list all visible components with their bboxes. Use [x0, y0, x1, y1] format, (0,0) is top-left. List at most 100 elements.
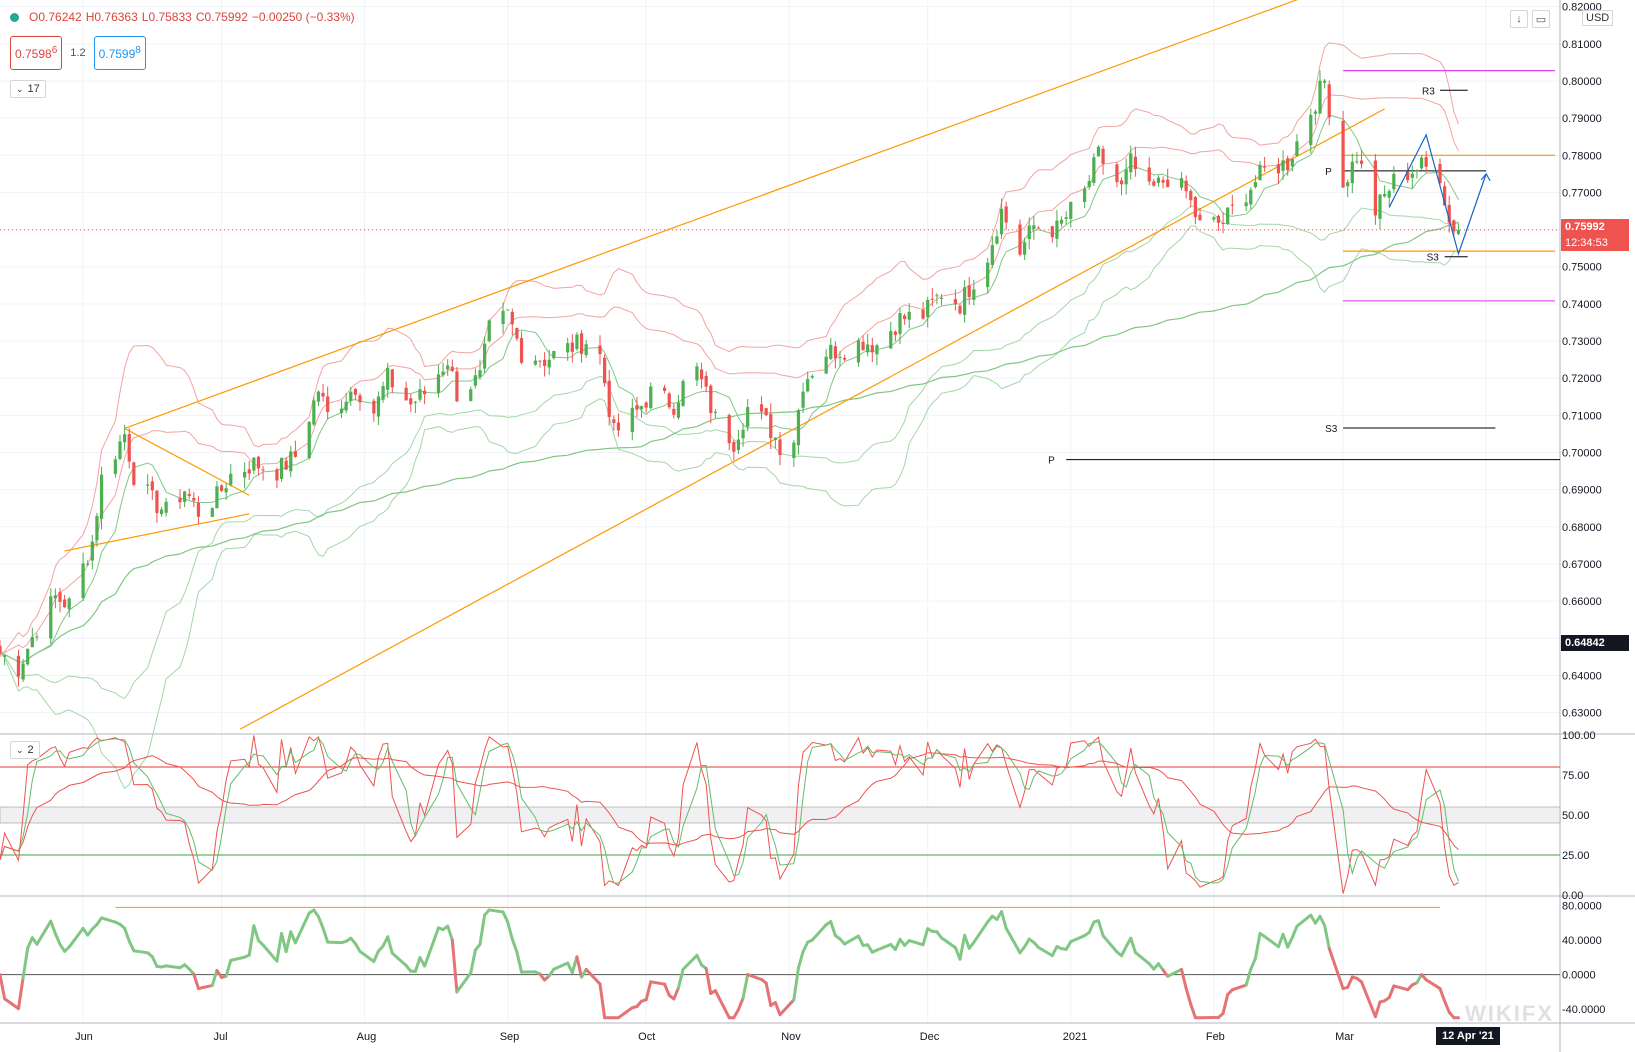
osc-segment	[1263, 934, 1280, 949]
candle-up	[3, 655, 7, 657]
candle-up	[21, 663, 25, 680]
candle-down	[275, 469, 279, 481]
price-axis-label: 0.75000	[1562, 262, 1602, 274]
osc-segment	[196, 983, 214, 991]
osc-segment	[1387, 984, 1396, 999]
price-axis-label: 0.70000	[1562, 448, 1602, 460]
candle-up	[146, 484, 150, 486]
candle-down	[603, 357, 607, 384]
candle-down	[404, 387, 408, 401]
candle-down	[326, 396, 330, 412]
osc-segment	[1129, 936, 1137, 954]
osc-segment	[1392, 984, 1410, 992]
candle-up	[1350, 161, 1354, 184]
osc-segment	[746, 973, 764, 981]
candle-down	[1221, 222, 1225, 224]
osc-segment	[1087, 920, 1096, 934]
candle-down	[1286, 158, 1290, 171]
osc-segment	[764, 981, 773, 1008]
candle-up	[1387, 191, 1391, 198]
osc-segment	[515, 950, 524, 974]
osc-segment	[843, 934, 860, 946]
osc-segment	[1281, 932, 1290, 949]
move-down-icon[interactable]: ↓	[1510, 10, 1528, 28]
candle-up	[478, 370, 482, 378]
candle-down	[861, 341, 865, 351]
candle-down	[178, 498, 182, 503]
crosshair-price-label: 0.64842	[1561, 635, 1629, 651]
candle-down	[1115, 164, 1119, 183]
candle-up	[741, 429, 745, 439]
candle-up	[986, 262, 990, 288]
candle-down	[1036, 227, 1041, 229]
osc-segment	[372, 949, 380, 963]
osc-segment	[224, 958, 233, 978]
candle-up	[1323, 80, 1327, 83]
currency-label[interactable]: USD	[1582, 10, 1614, 26]
candle-up	[1253, 182, 1257, 187]
osc-segment	[1036, 945, 1054, 958]
ohlc-high: H0.76363	[85, 10, 138, 24]
osc-segment	[672, 986, 680, 1001]
osc-segment	[856, 934, 865, 947]
indicators-toggle[interactable]: ⌄ 17	[10, 80, 46, 98]
osc-axis-label: -40.0000	[1562, 1004, 1605, 1016]
stoch-axis-label: 100.00	[1562, 730, 1596, 742]
osc-axis-label: 0.0000	[1562, 970, 1596, 982]
candle-down	[967, 285, 971, 298]
candle-down	[644, 402, 648, 408]
stoch-pane-toggle[interactable]: ⌄ 2	[10, 741, 40, 759]
candle-down	[663, 387, 667, 391]
time-axis-label: Jul	[214, 1031, 228, 1043]
candle-up	[1295, 141, 1299, 156]
time-axis-label: Sep	[500, 1031, 520, 1043]
candle-down	[953, 299, 957, 305]
candle-up	[1383, 193, 1387, 197]
candle-up	[963, 287, 967, 315]
osc-segment	[792, 966, 800, 1002]
candle-up	[118, 441, 122, 459]
osc-segment	[695, 953, 704, 967]
candle-down	[598, 345, 602, 354]
candle-up	[773, 437, 777, 440]
maximize-icon[interactable]: ▭	[1532, 10, 1550, 28]
osc-segment	[598, 982, 607, 1020]
candle-down	[612, 419, 616, 423]
moving-average-fast	[0, 114, 1459, 663]
candle-down	[579, 333, 584, 354]
candle-up	[972, 289, 976, 300]
candle-down	[1189, 191, 1193, 201]
buy-button[interactable]: 0.75998	[93, 36, 146, 70]
candle-down	[510, 311, 514, 325]
osc-segment	[773, 1001, 782, 1017]
bollinger-upper-outer	[0, 42, 1459, 654]
candle-up	[676, 402, 681, 418]
candle-up	[639, 406, 644, 409]
candle-up	[801, 391, 805, 408]
osc-segment	[676, 967, 685, 990]
candle-up	[838, 356, 842, 359]
candle-up	[224, 488, 228, 493]
candle-up	[243, 471, 247, 478]
candle-down	[543, 359, 547, 366]
candle-up	[413, 401, 417, 403]
candle-down	[58, 592, 62, 602]
candle-up	[1290, 159, 1294, 167]
candle-up	[381, 386, 385, 400]
candle-up	[547, 359, 551, 368]
candle-up	[533, 360, 537, 365]
candle-down	[538, 360, 542, 362]
osc-segment	[704, 967, 713, 995]
status-dot-icon	[10, 12, 19, 22]
candle-up	[806, 379, 810, 392]
candle-down	[0, 645, 2, 654]
sell-button[interactable]: 0.75986	[10, 36, 63, 70]
candle-down	[1018, 224, 1022, 255]
candle-up	[999, 208, 1004, 235]
osc-segment	[1120, 945, 1128, 958]
candle-up	[584, 344, 588, 356]
osc-segment	[972, 920, 990, 944]
candle-up	[1244, 202, 1248, 207]
osc-segment	[1166, 968, 1184, 978]
